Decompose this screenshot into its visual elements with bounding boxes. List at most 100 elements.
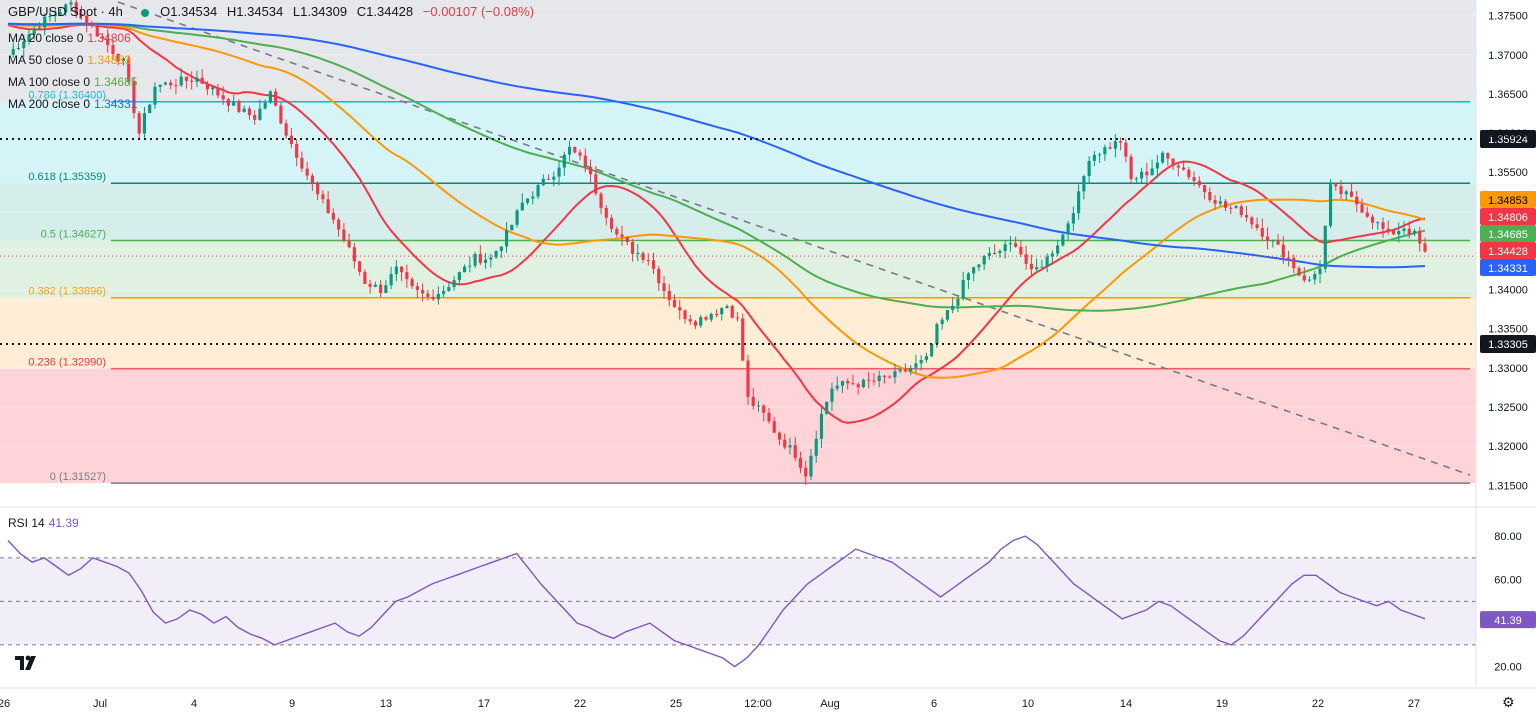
candle-body[interactable]: [1349, 191, 1354, 197]
candle-body[interactable]: [321, 194, 325, 200]
candle-body[interactable]: [804, 467, 808, 477]
candle-body[interactable]: [709, 313, 713, 320]
candle-body[interactable]: [819, 413, 824, 439]
candle-body[interactable]: [714, 313, 719, 315]
candle-body[interactable]: [405, 272, 409, 280]
candle-body[interactable]: [431, 296, 435, 300]
candle-body[interactable]: [158, 84, 162, 87]
candle-body[interactable]: [373, 284, 377, 287]
candle-body[interactable]: [940, 319, 944, 325]
candle-body[interactable]: [1402, 228, 1406, 231]
candle-body[interactable]: [473, 253, 477, 266]
candle-body[interactable]: [1182, 167, 1186, 170]
candle-body[interactable]: [190, 80, 194, 82]
candle-body[interactable]: [919, 359, 923, 364]
ma100-legend[interactable]: MA 100 close 0 1.34685: [8, 75, 138, 89]
candle-body[interactable]: [1087, 160, 1091, 176]
candle-body[interactable]: [1307, 279, 1312, 281]
candle-body[interactable]: [762, 405, 766, 413]
candle-body[interactable]: [1218, 201, 1222, 204]
candle-body[interactable]: [452, 280, 456, 288]
candle-body[interactable]: [106, 38, 110, 46]
candle-body[interactable]: [1418, 230, 1422, 244]
ma200-legend[interactable]: MA 200 close 0 1.34331: [8, 97, 138, 111]
candle-body[interactable]: [573, 146, 577, 153]
candle-body[interactable]: [1313, 274, 1317, 280]
ma100-line[interactable]: [7, 22, 1426, 312]
rsi-line[interactable]: [7, 535, 1426, 668]
candle-body[interactable]: [1082, 175, 1086, 192]
candle-body[interactable]: [1045, 256, 1049, 267]
tradingview-logo-icon[interactable]: [14, 652, 40, 674]
candle-body[interactable]: [116, 53, 120, 61]
candle-body[interactable]: [735, 317, 740, 319]
candle-body[interactable]: [421, 289, 425, 294]
candle-body[interactable]: [588, 166, 593, 175]
settings-gear-icon[interactable]: ⚙: [1502, 694, 1515, 710]
candle-body[interactable]: [95, 25, 99, 37]
candle-body[interactable]: [840, 381, 845, 386]
candle-body[interactable]: [74, 2, 78, 14]
candle-body[interactable]: [43, 16, 47, 28]
candle-body[interactable]: [846, 381, 850, 384]
candle-body[interactable]: [693, 321, 698, 326]
candle-body[interactable]: [651, 260, 656, 269]
candle-body[interactable]: [1113, 141, 1117, 149]
candle-body[interactable]: [384, 285, 388, 294]
candle-body[interactable]: [751, 396, 755, 406]
candle-body[interactable]: [930, 343, 934, 357]
candle-body[interactable]: [825, 401, 829, 414]
candle-body[interactable]: [861, 379, 866, 388]
candle-body[interactable]: [1260, 228, 1264, 237]
candle-body[interactable]: [1281, 244, 1285, 258]
candle-body[interactable]: [1056, 245, 1060, 254]
candle-body[interactable]: [1370, 216, 1375, 223]
ma50-line[interactable]: [7, 23, 1426, 379]
candle-body[interactable]: [58, 12, 63, 15]
candle-body[interactable]: [100, 36, 105, 39]
candle-body[interactable]: [1066, 223, 1070, 235]
candle-body[interactable]: [536, 185, 540, 197]
candle-body[interactable]: [137, 113, 141, 134]
candle-body[interactable]: [253, 115, 257, 120]
candle-body[interactable]: [798, 457, 803, 468]
candle-body[interactable]: [1323, 225, 1327, 269]
candle-body[interactable]: [1239, 206, 1243, 216]
candle-body[interactable]: [1176, 165, 1180, 168]
candle-body[interactable]: [379, 284, 383, 294]
candle-body[interactable]: [242, 108, 246, 113]
candle-body[interactable]: [316, 183, 320, 195]
candle-body[interactable]: [226, 99, 230, 106]
candle-body[interactable]: [457, 272, 461, 281]
candle-body[interactable]: [1061, 234, 1065, 246]
candle-body[interactable]: [284, 123, 288, 136]
candle-body[interactable]: [400, 266, 404, 273]
descending-trendline[interactable]: [117, 1, 1471, 476]
candle-body[interactable]: [756, 405, 761, 407]
candle-body[interactable]: [1423, 243, 1427, 252]
candle-body[interactable]: [704, 317, 708, 320]
candle-body[interactable]: [504, 230, 509, 247]
ma20-legend[interactable]: MA 20 close 0 1.34806: [8, 31, 131, 45]
candle-body[interactable]: [1203, 185, 1207, 193]
candle-body[interactable]: [1008, 243, 1012, 245]
candle-body[interactable]: [1129, 156, 1133, 180]
candle-body[interactable]: [169, 82, 173, 86]
candle-body[interactable]: [531, 196, 535, 199]
candle-body[interactable]: [993, 253, 997, 255]
candle-body[interactable]: [525, 198, 530, 203]
candle-body[interactable]: [987, 253, 991, 256]
candle-body[interactable]: [657, 268, 661, 284]
candle-body[interactable]: [562, 154, 566, 168]
candle-body[interactable]: [132, 81, 136, 114]
candle-body[interactable]: [1229, 207, 1233, 209]
candle-body[interactable]: [935, 324, 939, 344]
candle-body[interactable]: [541, 178, 545, 186]
candle-body[interactable]: [184, 76, 189, 81]
candle-body[interactable]: [662, 283, 666, 291]
candle-body[interactable]: [463, 266, 467, 273]
candle-body[interactable]: [1155, 162, 1159, 169]
candle-body[interactable]: [247, 108, 251, 116]
candle-body[interactable]: [1271, 240, 1275, 242]
candle-body[interactable]: [16, 47, 21, 49]
